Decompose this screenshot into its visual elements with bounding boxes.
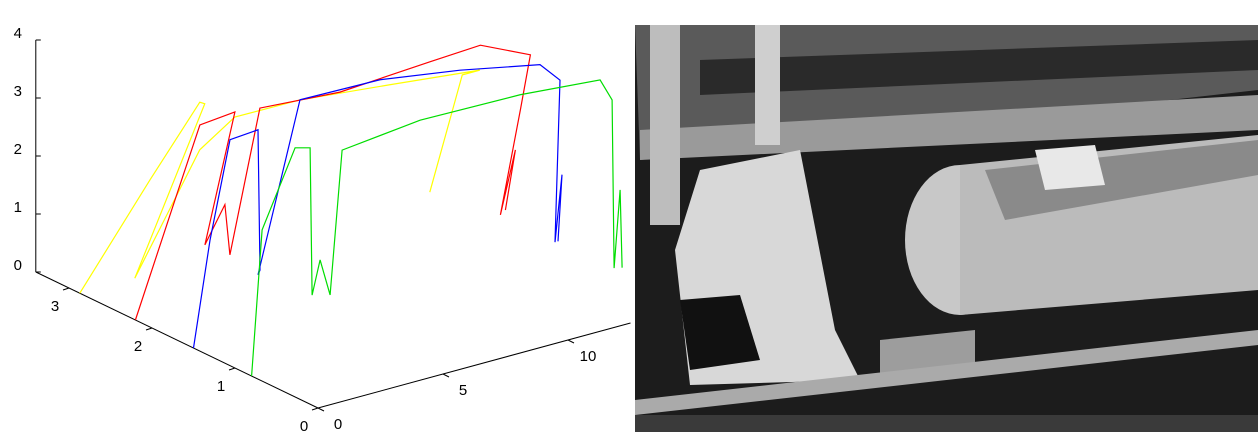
- series-line: [135, 45, 530, 320]
- z-tick-label: 4: [14, 25, 22, 42]
- x-tick: [568, 340, 574, 343]
- series-line: [252, 80, 622, 376]
- y-tick: [63, 288, 69, 290]
- z-tick-label: 3: [14, 83, 22, 100]
- y-tick-label: 1: [217, 378, 225, 395]
- figure: 0 5 10 0 1 2 3 0 1 2 3 4: [0, 0, 1258, 432]
- z-tick-label: 1: [14, 199, 22, 216]
- y-tick-label: 2: [134, 338, 142, 355]
- y-tick: [312, 408, 318, 410]
- y-tick: [229, 368, 235, 370]
- x-tick: [318, 408, 324, 411]
- vehicle-photo: [635, 25, 1258, 432]
- x-tick-label: 5: [459, 382, 467, 399]
- y-tick-label: 0: [300, 418, 308, 432]
- page: 0510012301234 (() => { const data = JSON…: [0, 0, 1258, 432]
- x-tick: [443, 374, 449, 377]
- x-tick-label: 10: [580, 348, 597, 365]
- axes: 0 5 10 0 1 2 3 0 1 2 3 4: [14, 25, 631, 432]
- y-axis: [36, 272, 318, 408]
- y-tick-label: 3: [51, 298, 59, 315]
- z-tick-label: 0: [14, 257, 22, 274]
- y-tick: [146, 328, 152, 330]
- series-line: [194, 65, 563, 348]
- x-tick-label: 0: [334, 416, 342, 432]
- x-axis: [318, 323, 631, 408]
- z-tick-label: 2: [14, 141, 22, 158]
